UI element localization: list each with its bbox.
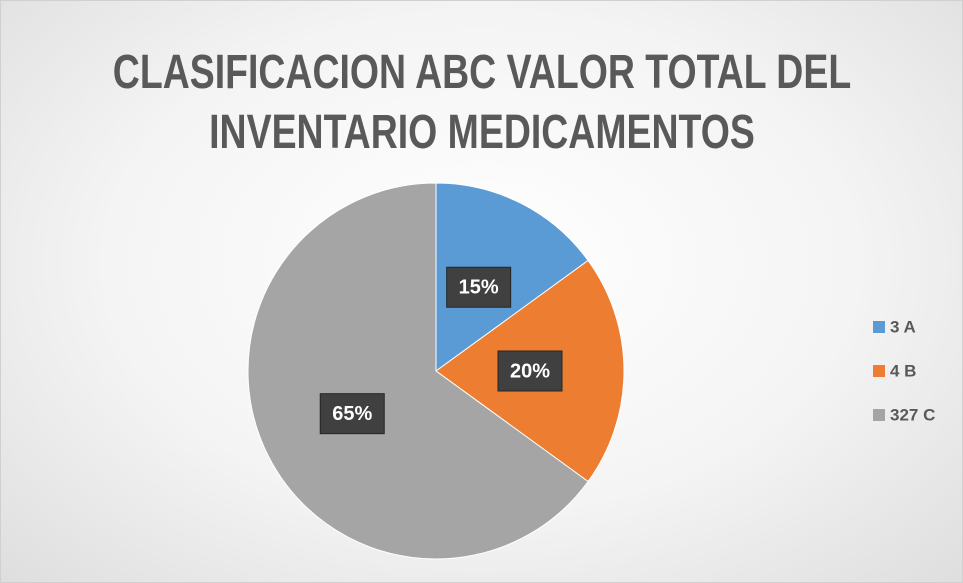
pie-slice	[247, 182, 589, 560]
legend-swatch	[873, 321, 885, 333]
data-label: 15%	[459, 277, 499, 299]
legend-swatch	[873, 365, 885, 377]
legend-label: 3 A	[890, 317, 916, 336]
legend-label: 4 B	[890, 361, 916, 380]
data-label-box	[319, 393, 385, 435]
legend-label: 327 C	[890, 405, 935, 424]
data-label: 20%	[510, 360, 550, 382]
legend-swatch	[873, 409, 885, 421]
data-label-box	[446, 266, 512, 308]
chart-title: CLASIFICACION ABC VALOR TOTAL DEL INVENT…	[112, 46, 852, 159]
data-label: 65%	[332, 403, 372, 425]
data-label-box	[497, 350, 563, 392]
pie-slice	[435, 182, 589, 372]
